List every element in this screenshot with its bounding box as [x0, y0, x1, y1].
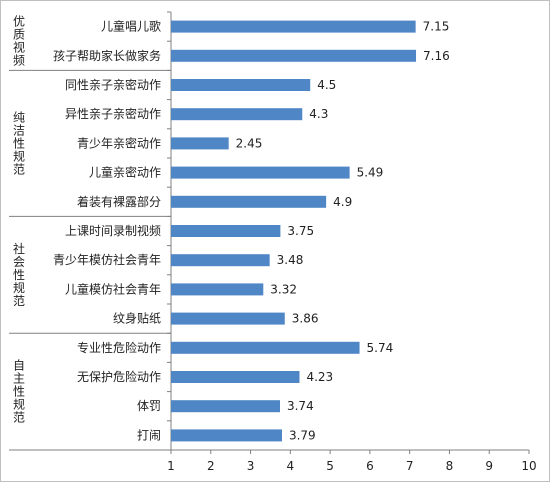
- value-label: 5.74: [367, 341, 394, 355]
- group-label: 社会性规范: [13, 241, 25, 308]
- bar: [171, 371, 300, 383]
- category-label: 儿童亲密动作: [89, 165, 161, 180]
- value-label: 3.75: [287, 224, 314, 238]
- category-label: 青少年模仿社会青年: [53, 252, 161, 267]
- category-label: 纹身贴纸: [113, 311, 161, 326]
- value-label: 2.45: [236, 136, 263, 150]
- bar: [171, 283, 264, 296]
- category-label: 异性亲子亲密动作: [65, 106, 161, 121]
- value-label: 5.49: [357, 166, 384, 180]
- x-tick-label: 1: [167, 459, 175, 473]
- category-label: 孩子帮助家长做家务: [53, 48, 161, 63]
- bar: [171, 312, 285, 325]
- category-label: 同性亲子亲密动作: [65, 77, 161, 92]
- bar: [171, 137, 229, 150]
- bar: [171, 166, 350, 179]
- category-label: 无保护危险动作: [77, 369, 161, 384]
- category-label: 青少年亲密动作: [77, 135, 161, 150]
- group-label: 纯洁性规范: [13, 110, 25, 176]
- value-label: 3.74: [287, 399, 314, 413]
- value-label: 3.32: [270, 282, 297, 296]
- group-label: 自主性规范: [13, 359, 25, 425]
- category-label: 体罚: [137, 399, 161, 413]
- bar: [171, 79, 311, 91]
- x-tick-label: 9: [485, 459, 493, 473]
- x-tick-label: 3: [247, 459, 255, 473]
- category-label: 着装有裸露部分: [77, 194, 161, 209]
- value-label: 7.16: [423, 49, 450, 63]
- value-label: 4.3: [309, 107, 328, 121]
- category-label: 儿童唱儿歌: [101, 19, 161, 34]
- bar: [171, 429, 282, 442]
- category-label: 儿童模仿社会青年: [65, 281, 161, 296]
- value-label: 3.86: [292, 312, 319, 326]
- value-label: 3.79: [289, 428, 316, 442]
- category-label: 上课时间录制视频: [65, 223, 161, 238]
- bar: [171, 195, 327, 208]
- value-label: 4.23: [306, 370, 333, 384]
- x-tick-label: 10: [521, 459, 536, 473]
- x-tick-label: 6: [366, 459, 374, 473]
- bar: [171, 225, 281, 237]
- x-tick-label: 7: [406, 459, 414, 473]
- x-tick-label: 8: [446, 459, 454, 473]
- bar: [171, 254, 270, 267]
- category-label: 打闹: [137, 428, 161, 442]
- bar: [171, 400, 280, 413]
- bar: [171, 49, 417, 62]
- group-label: 优质视频: [13, 15, 25, 68]
- bar: [171, 108, 303, 121]
- bar: [171, 341, 360, 354]
- x-tick-label: 5: [326, 459, 334, 473]
- value-label: 4.5: [317, 78, 336, 92]
- x-tick-label: 2: [207, 459, 215, 473]
- x-tick-label: 4: [287, 459, 295, 473]
- value-label: 3.48: [277, 253, 304, 267]
- value-label: 7.15: [423, 20, 450, 34]
- category-label: 专业性危险动作: [77, 340, 161, 355]
- value-label: 4.9: [333, 195, 352, 209]
- bar: [171, 20, 416, 33]
